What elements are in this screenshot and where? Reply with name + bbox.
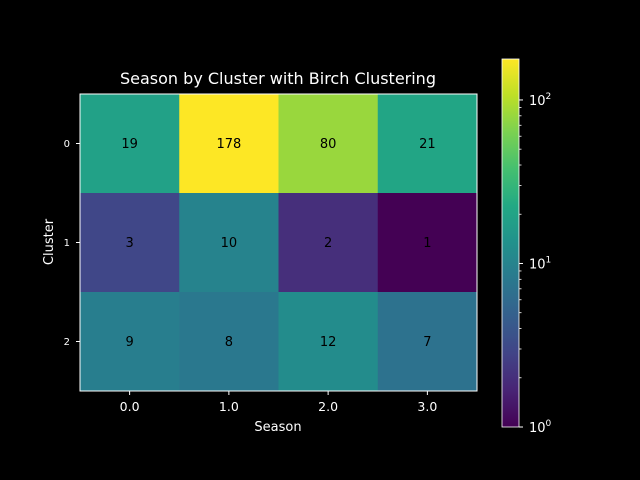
x-tick-label: 2.0 — [318, 399, 338, 414]
heatmap-cell — [278, 193, 379, 293]
chart-title: Season by Cluster with Birch Clustering — [120, 69, 436, 88]
x-tick-label: 0.0 — [120, 399, 140, 414]
cell-value-label: 8 — [225, 335, 233, 350]
x-tick-label: 3.0 — [417, 399, 437, 414]
cell-value-label: 2 — [324, 236, 332, 251]
heatmap-cell — [80, 292, 180, 392]
cell-value-label: 10 — [221, 236, 238, 251]
heatmap-cell — [80, 94, 180, 194]
cell-value-label: 21 — [419, 137, 436, 152]
y-tick-label: 2 — [64, 337, 70, 348]
colorbar-tick-label: 101 — [529, 255, 551, 272]
heatmap-cell — [377, 292, 478, 392]
x-tick-label: 1.0 — [219, 399, 239, 414]
cell-value-label: 1 — [423, 236, 431, 251]
heatmap-cell — [278, 292, 379, 392]
heatmap-cell — [179, 193, 279, 293]
heatmap-cell — [179, 292, 279, 392]
heatmap-cell — [179, 94, 279, 194]
heatmap-cell — [377, 94, 478, 194]
colorbar-frame — [501, 58, 520, 428]
colorbar-tick-label: 100 — [529, 419, 552, 436]
cell-value-label: 178 — [216, 137, 241, 152]
cell-value-label: 19 — [121, 137, 138, 152]
colorbar-tick-label: 102 — [529, 92, 551, 109]
colorbar — [502, 59, 519, 427]
y-tick-label: 0 — [64, 139, 70, 150]
cell-value-label: 7 — [423, 335, 431, 350]
cell-value-label: 9 — [125, 335, 133, 350]
heatmap-cells: 19 178 80 213 10 2 19 8 12 7 — [80, 94, 478, 392]
x-axis-label: Season — [254, 420, 301, 435]
y-axis-label: Cluster — [42, 218, 57, 265]
heatmap-cell — [278, 94, 379, 194]
y-tick-label: 1 — [64, 238, 70, 249]
cell-value-label: 3 — [125, 236, 133, 251]
cell-value-label: 80 — [320, 137, 337, 152]
heatmap-cell — [80, 193, 180, 293]
colorbar-ticks: 100 101 102 — [519, 92, 552, 436]
y-axis-ticks: 0 1 2 — [64, 139, 80, 348]
x-axis-ticks: 0.0 1.0 2.0 3.0 — [120, 391, 437, 414]
cell-value-label: 12 — [320, 335, 337, 350]
heatmap-cell — [377, 193, 478, 293]
